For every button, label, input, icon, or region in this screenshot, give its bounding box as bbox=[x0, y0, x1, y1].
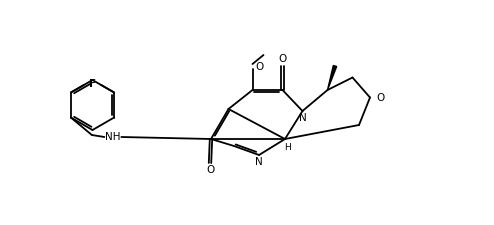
Text: NH: NH bbox=[105, 132, 121, 142]
Text: O: O bbox=[206, 165, 214, 175]
Text: O: O bbox=[255, 62, 263, 72]
Text: N: N bbox=[299, 113, 307, 123]
Text: N: N bbox=[254, 157, 262, 167]
Text: F: F bbox=[89, 79, 95, 89]
Text: O: O bbox=[376, 92, 385, 103]
Text: H: H bbox=[284, 144, 291, 153]
Text: F: F bbox=[90, 79, 96, 89]
Polygon shape bbox=[328, 65, 337, 90]
Text: O: O bbox=[279, 54, 287, 64]
